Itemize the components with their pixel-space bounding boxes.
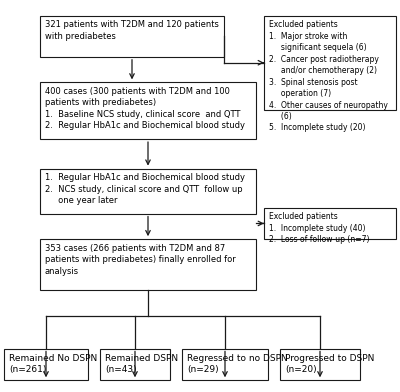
Text: 1.  Regular HbA1c and Biochemical blood study
2.  NCS study, clinical score and : 1. Regular HbA1c and Biochemical blood s… xyxy=(45,173,245,205)
Text: 321 patients with T2DM and 120 patients
with prediabetes: 321 patients with T2DM and 120 patients … xyxy=(45,20,219,41)
Text: Regressed to no DSPN
(n=29): Regressed to no DSPN (n=29) xyxy=(187,354,288,374)
Text: Remained No DSPN
(n=261): Remained No DSPN (n=261) xyxy=(9,354,97,374)
Text: Remained DSPN
(n=43): Remained DSPN (n=43) xyxy=(105,354,178,374)
FancyBboxPatch shape xyxy=(264,16,396,110)
Text: Excluded patients
1.  Incomplete study (40)
2.  Loss of follow-up (n=7): Excluded patients 1. Incomplete study (4… xyxy=(269,212,369,244)
FancyBboxPatch shape xyxy=(40,16,224,57)
FancyBboxPatch shape xyxy=(40,82,256,139)
Text: Progressed to DSPN
(n=20): Progressed to DSPN (n=20) xyxy=(285,354,374,374)
FancyBboxPatch shape xyxy=(40,169,256,214)
FancyBboxPatch shape xyxy=(40,239,256,290)
Text: 400 cases (300 patients with T2DM and 100
patients with prediabetes)
1.  Baselin: 400 cases (300 patients with T2DM and 10… xyxy=(45,87,245,131)
FancyBboxPatch shape xyxy=(4,349,88,380)
Text: Excluded patients
1.  Major stroke with
     significant sequela (6)
2.  Cancer : Excluded patients 1. Major stroke with s… xyxy=(269,20,388,132)
FancyBboxPatch shape xyxy=(280,349,360,380)
Text: 353 cases (266 patients with T2DM and 87
patients with prediabetes) finally enro: 353 cases (266 patients with T2DM and 87… xyxy=(45,244,236,276)
FancyBboxPatch shape xyxy=(182,349,268,380)
FancyBboxPatch shape xyxy=(264,208,396,239)
FancyBboxPatch shape xyxy=(100,349,170,380)
